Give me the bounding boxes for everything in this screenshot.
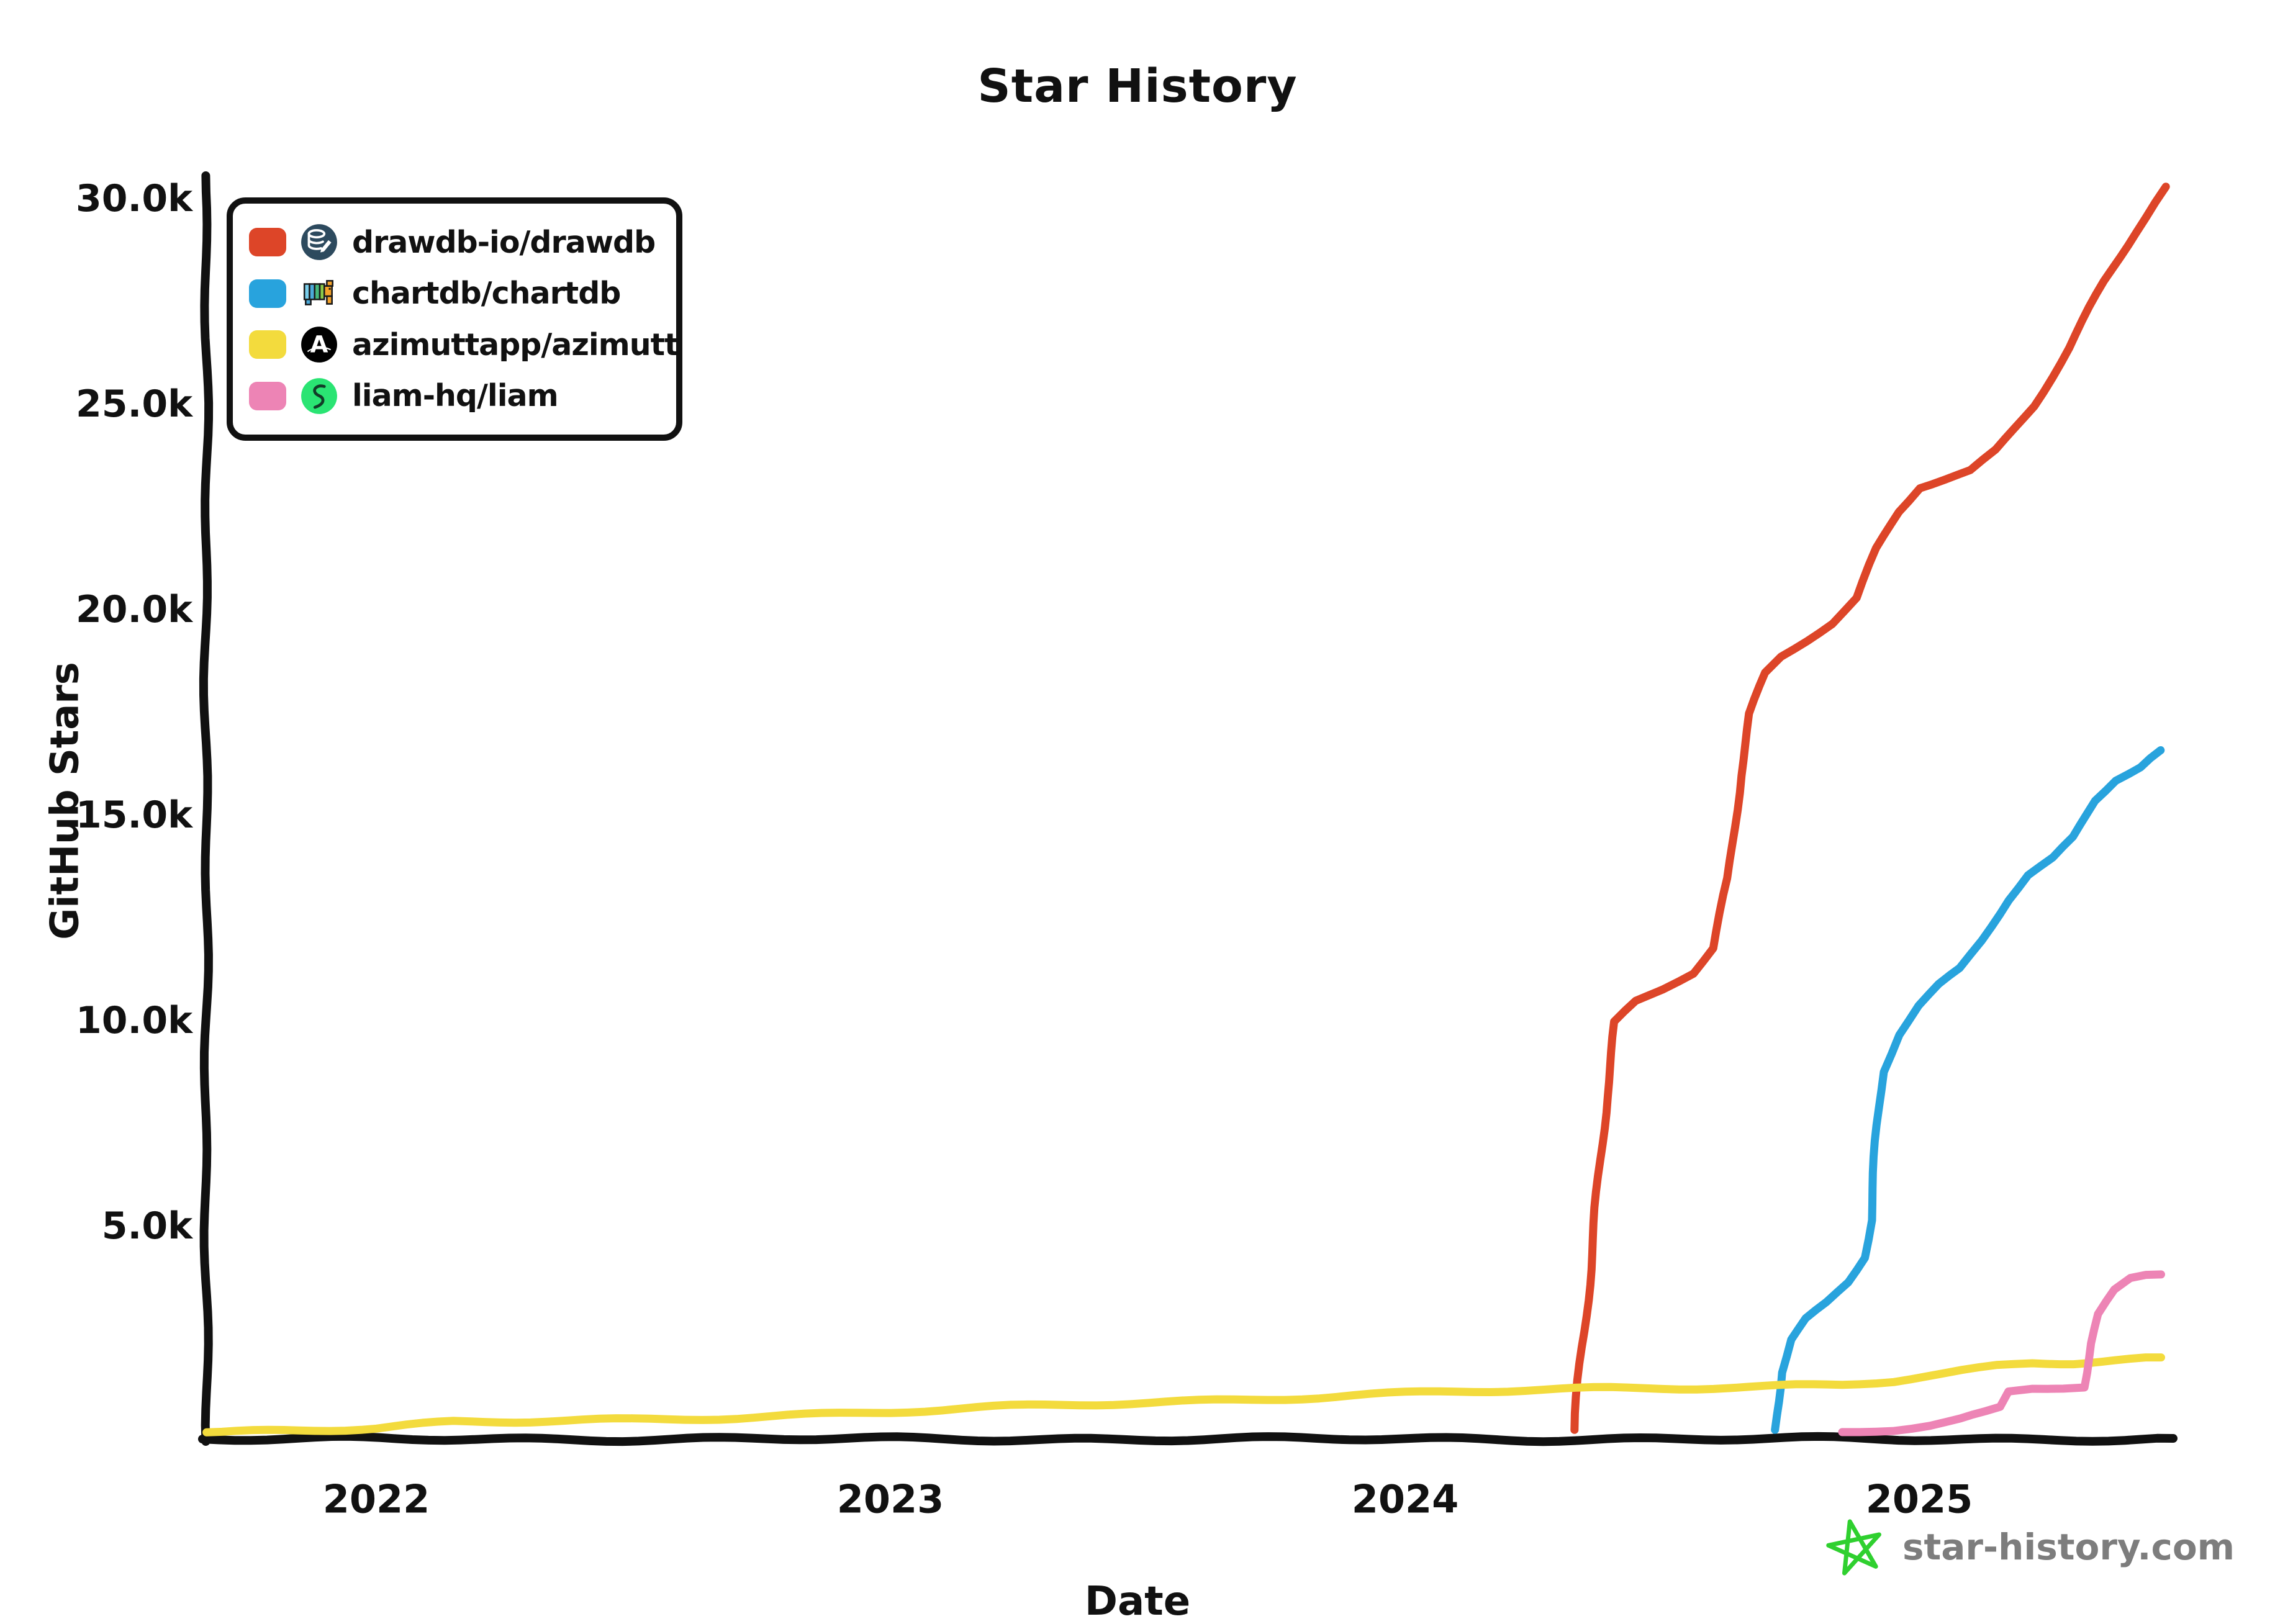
liam-glyph-icon <box>301 378 337 414</box>
legend-swatch-liam <box>249 381 286 410</box>
legend-swatch-azimutt <box>249 330 286 359</box>
y-tick-20k: 20.0k <box>76 588 192 631</box>
watermark: star-history.com <box>1824 1516 2235 1578</box>
x-tick-2023: 2023 <box>836 1476 944 1522</box>
legend-label-chartdb: chartdb/chartdb <box>352 276 621 312</box>
azimutt-a-icon: A <box>301 327 337 363</box>
y-tick-25k: 25.0k <box>76 382 192 426</box>
legend-label-azimutt: azimuttapp/azimutt <box>352 327 679 363</box>
legend-label-liam: liam-hq/liam <box>352 378 559 414</box>
x-tick-2024: 2024 <box>1351 1476 1459 1522</box>
x-axis-line <box>198 1432 2178 1446</box>
legend-label-drawdb: drawdb-io/drawdb <box>352 224 656 260</box>
series-line-liam-hq-liam <box>1838 1270 2165 1437</box>
series-line-drawdb-io-drawdb <box>1570 183 2170 1434</box>
x-axis-title: Date <box>1084 1579 1191 1624</box>
legend-item-drawdb: drawdb-io/drawdb <box>249 217 660 267</box>
x-tick-2025: 2025 <box>1865 1476 1973 1522</box>
y-tick-30k: 30.0k <box>76 177 192 220</box>
chartdb-pixel-elephant-icon <box>303 279 333 305</box>
x-tick-2022: 2022 <box>322 1476 430 1522</box>
y-tick-10k: 10.0k <box>76 999 192 1042</box>
y-axis-line <box>199 171 214 1446</box>
drawdb-database-pencil-icon <box>301 224 337 260</box>
y-tick-15k: 15.0k <box>76 793 192 837</box>
legend-item-liam: liam-hq/liam <box>249 371 660 421</box>
chart-title: Star History <box>977 60 1298 113</box>
y-tick-5k: 5.0k <box>101 1204 192 1248</box>
legend-swatch-drawdb <box>249 228 286 256</box>
legend-item-chartdb: chartdb/chartdb <box>249 269 660 318</box>
series-line-chartdb-chartdb <box>1771 746 2165 1434</box>
legend-item-azimutt: A azimuttapp/azimutt <box>249 320 679 369</box>
star-history-star-icon <box>1826 1519 1881 1576</box>
series-line-azimuttapp-azimutt <box>202 1353 2165 1437</box>
svg-text:A: A <box>310 331 328 358</box>
legend-box: drawdb-io/drawdb chartdb/chartdb <box>227 197 682 441</box>
watermark-text: star-history.com <box>1902 1526 2235 1568</box>
legend-swatch-chartdb <box>249 279 286 308</box>
